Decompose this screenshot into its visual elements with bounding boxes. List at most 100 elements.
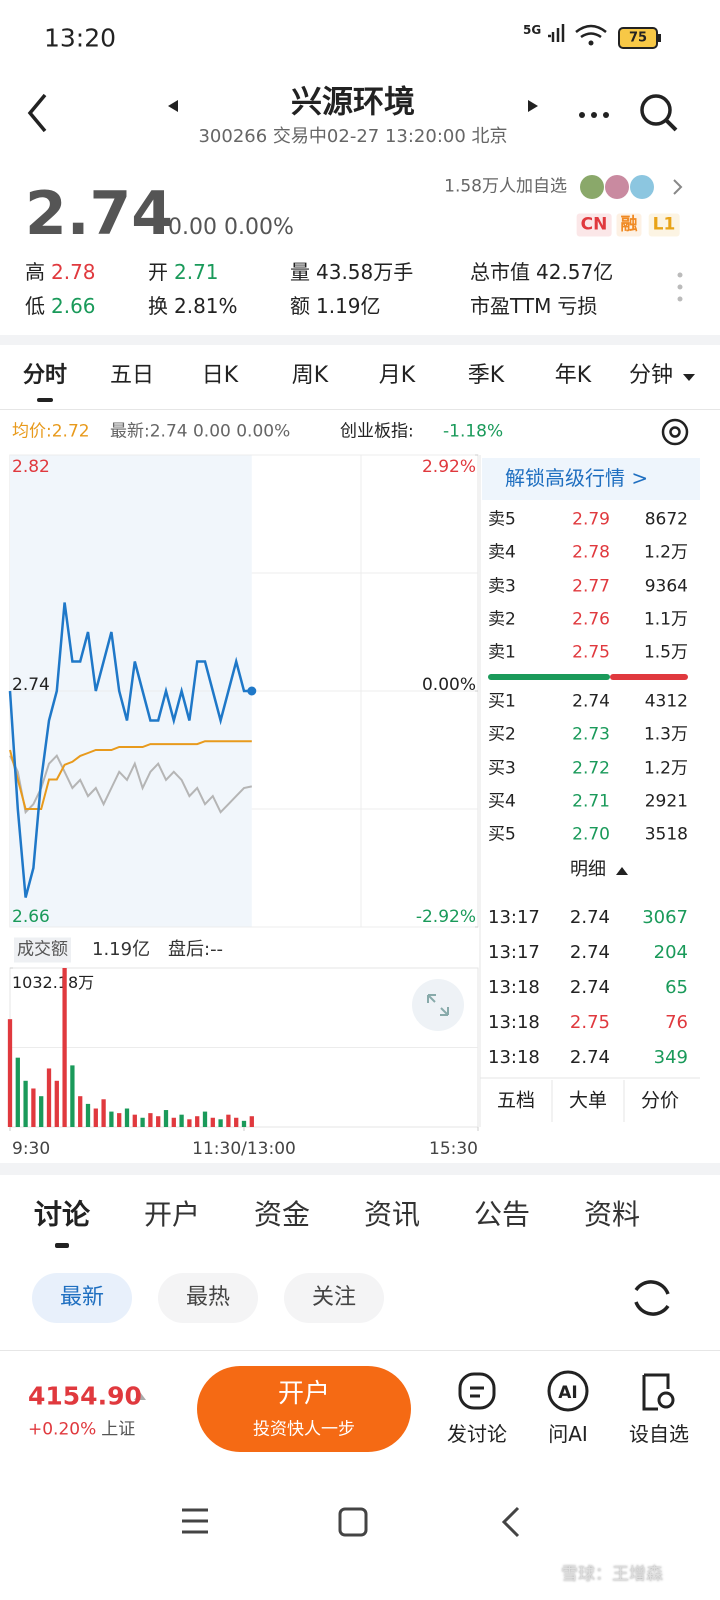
badge: CN [576,213,612,237]
nav-back-button[interactable] [501,1506,520,1538]
avg-price: 均价:2.72 [12,421,90,442]
button-subtitle[interactable]: 投资快人一步 [253,1419,355,1440]
action-icons[interactable] [458,1370,675,1412]
book-price: 2.77 [572,576,610,597]
book-label: 买4 [488,791,516,812]
book-price: 2.79 [572,509,610,530]
y2-tick-label: -2.92% [416,907,476,927]
content-tab[interactable]: 开户 [143,1198,201,1231]
action-label[interactable]: 发讨论 [447,1422,507,1446]
chart-tab[interactable]: 年K [554,363,592,388]
prev-stock[interactable] [168,100,178,112]
expand-button[interactable] [412,979,464,1031]
trade-price: 2.74 [569,1047,610,1068]
content-tab[interactable]: 资料 [583,1198,641,1231]
book-tab[interactable]: 大单 [568,1089,608,1112]
book-label: 卖2 [488,609,516,630]
dropdown-arrow[interactable] [683,374,695,381]
unlock-banner[interactable] [482,458,700,500]
book-volume: 4312 [644,691,688,712]
chart-tab[interactable]: 分时 [22,363,68,388]
action-label[interactable]: 设自选 [629,1422,689,1446]
index-change: -1.18% [443,421,504,442]
more-stats[interactable] [677,272,683,302]
ai-icon-text: AI [558,1383,577,1403]
book-label: 买3 [488,758,516,779]
volume-bar [78,1096,83,1127]
volume-bar [93,1108,98,1127]
volume-bar [70,1065,75,1127]
volume-bar [210,1117,215,1127]
y2-tick-label: 0.00% [422,675,476,695]
content-tab[interactable]: 资金 [253,1198,311,1231]
followers[interactable]: 1.58万人加自选 [444,176,567,197]
book-label: 卖4 [488,542,516,563]
chart-tab[interactable]: 分钟 [628,363,674,388]
filter[interactable]: 最新 [59,1285,105,1310]
chart-tab[interactable]: 季K [467,363,505,388]
trade-time: 13:17 [488,907,540,928]
book-price: 2.73 [572,724,610,745]
book-volume: 1.2万 [643,758,688,779]
volume-bar [85,1103,91,1127]
home-button[interactable] [338,1507,368,1537]
unlock-link[interactable]: 解锁高级行情 > [505,466,649,490]
last-price: 2.74 [25,179,174,249]
stat-label: 总市值 [470,260,530,284]
filter-pill[interactable] [32,1273,132,1323]
stat-value: 亏损 [557,294,598,318]
more-button[interactable] [579,112,609,118]
action-label[interactable]: 问AI [548,1422,588,1446]
book-tab[interactable]: 分价 [640,1089,680,1112]
button-title[interactable]: 开户 [277,1379,331,1409]
book-tab[interactable]: 五档 [496,1089,536,1112]
divider [0,409,720,410]
chart-tab[interactable]: 月K [378,363,416,388]
stock-name: 兴源环境 [291,84,415,121]
open-account-button[interactable] [197,1366,411,1452]
stat-value: 2.71 [174,260,219,284]
stat-label: 开 [148,260,168,284]
chart-tab[interactable]: 五日 [109,363,155,388]
trade-time: 13:18 [488,977,540,998]
search-button[interactable] [640,94,678,132]
y-tick-label: 2.74 [12,675,50,695]
filter[interactable]: 关注 [311,1285,357,1310]
followers-arrow[interactable] [673,179,683,195]
book-price: 2.70 [572,824,610,845]
stat-value: 1.19亿 [316,294,381,318]
trade-volume: 204 [653,942,688,963]
volume-bar [249,1116,254,1127]
content-tab[interactable]: 讨论 [33,1198,91,1231]
book-label: 卖1 [488,642,516,663]
book-price: 2.76 [572,609,610,630]
trade-volume: 349 [653,1047,688,1068]
settings-button[interactable] [661,418,689,446]
trade-time: 13:17 [488,942,540,963]
divider [0,1350,720,1351]
volume-max-label: 1032.18万 [12,973,94,992]
menu-button[interactable] [182,1508,208,1534]
volume-bar [171,1117,176,1127]
battery [618,27,658,49]
separator [0,1163,720,1175]
wifi-icon [575,24,607,39]
stat-value: 42.57亿 [536,260,614,284]
clock: 13:20 [44,23,117,53]
trade-time: 13:18 [488,1047,540,1068]
trade-volume: 76 [665,1012,688,1033]
refresh-button[interactable] [634,1280,670,1316]
trade-price: 2.74 [569,977,610,998]
next-stock[interactable] [528,100,538,112]
trade-time: 13:18 [488,1012,540,1033]
volume-bar [7,1019,13,1127]
chart-tab[interactable]: 周K [291,363,329,388]
filter[interactable]: 最热 [185,1285,231,1310]
content-tab[interactable]: 资讯 [363,1198,421,1231]
content-tab[interactable]: 公告 [473,1198,531,1231]
back-button[interactable] [27,93,47,133]
filter-pill[interactable] [284,1273,384,1323]
filter-pill[interactable] [158,1273,258,1323]
stat-label: 额 [290,294,310,318]
chart-tab[interactable]: 日K [201,363,239,388]
